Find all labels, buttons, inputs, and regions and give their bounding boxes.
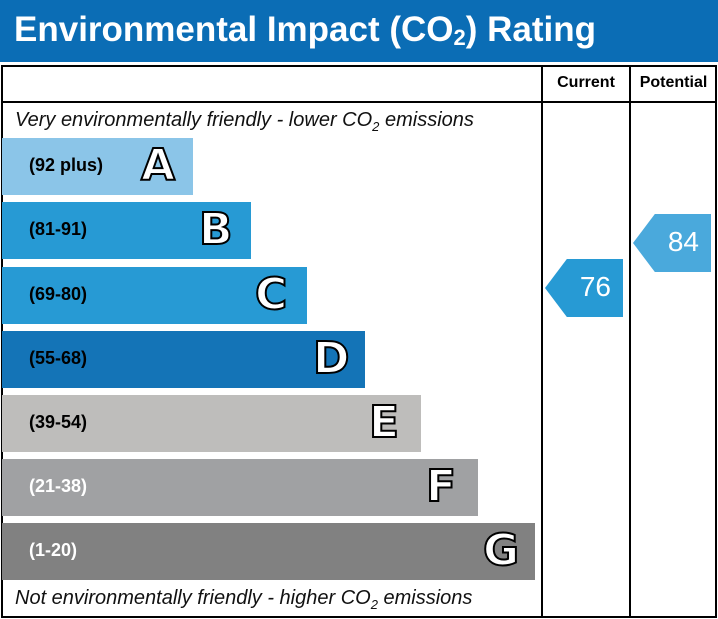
band-letter: E: [368, 396, 400, 449]
header-divider: [1, 101, 717, 103]
current-header: Current: [557, 74, 615, 91]
column-divider: [541, 65, 543, 618]
band-c: (69-80) C: [2, 267, 307, 324]
note-text: Not environmentally friendly - higher CO: [15, 587, 371, 609]
band-b: (81-91) B: [2, 202, 251, 259]
title-subscript: 2: [453, 25, 466, 50]
band-d: (55-68) D: [2, 331, 365, 388]
band-range: (21-38): [29, 476, 88, 496]
band-letter: G: [482, 524, 520, 577]
band-letter: D: [312, 332, 351, 385]
band-g: (1-20) G: [2, 523, 535, 580]
note-sub: 2: [370, 597, 378, 612]
note-sub: 2: [372, 119, 380, 134]
note-text: emissions: [379, 109, 474, 131]
band-letter: F: [425, 460, 457, 513]
top-note: Very environmentally friendly - lower CO…: [15, 109, 474, 134]
current-rating-value: 76: [579, 271, 611, 302]
potential-header: Potential: [639, 74, 708, 91]
band-e: (39-54) E: [2, 395, 421, 452]
band-letter: A: [140, 139, 176, 192]
title-text-end: ) Rating: [465, 10, 597, 49]
band-a: (92 plus) A: [2, 138, 193, 195]
band-letter: B: [198, 203, 234, 256]
title-text: Environmental Impact (CO: [14, 10, 454, 49]
note-text: Very environmentally friendly - lower CO: [15, 109, 373, 131]
column-divider: [629, 65, 631, 618]
page-title: Environmental Impact (CO2) Rating: [0, 0, 718, 62]
band-range: (39-54): [29, 412, 88, 432]
bottom-note: Not environmentally friendly - higher CO…: [15, 587, 472, 612]
band-letter: C: [254, 268, 288, 321]
note-text: emissions: [377, 587, 473, 609]
band-range: (92 plus): [29, 155, 104, 175]
potential-rating-value: 84: [667, 226, 699, 257]
band-range: (81-91): [29, 219, 88, 239]
band-range: (69-80): [29, 284, 88, 304]
band-range: (55-68): [29, 348, 88, 368]
band-f: (21-38) F: [2, 459, 478, 516]
band-range: (1-20): [29, 540, 78, 560]
